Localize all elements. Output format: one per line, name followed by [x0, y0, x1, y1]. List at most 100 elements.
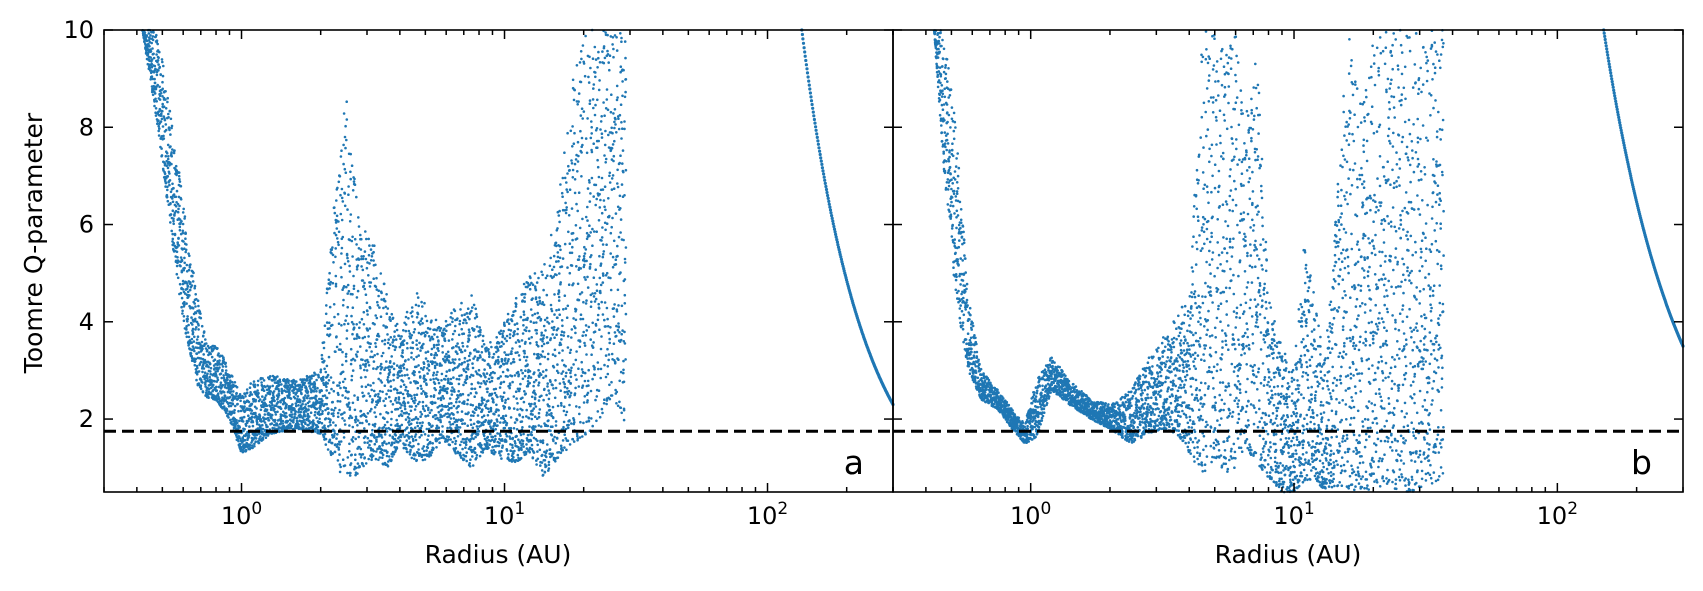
scatter-point: [499, 375, 503, 378]
scatter-point: [522, 282, 526, 286]
scatter-point: [445, 391, 449, 395]
scatter-point: [501, 439, 504, 442]
scatter-point: [470, 294, 473, 297]
scatter-point: [363, 335, 367, 339]
scatter-point: [388, 368, 391, 372]
scatter-point: [305, 374, 309, 378]
scatter-point: [465, 321, 468, 325]
scatter-point: [382, 306, 385, 310]
scatter-point: [387, 373, 391, 377]
scatter-point: [377, 289, 381, 293]
scatter-point: [396, 422, 399, 426]
scatter-point: [413, 393, 416, 397]
scatter-point: [169, 202, 172, 205]
scatter-point: [385, 427, 388, 430]
scatter-point: [525, 443, 528, 446]
scatter-point: [453, 329, 457, 333]
scatter-point: [414, 433, 418, 436]
scatter-point: [596, 146, 599, 149]
scatter-point: [333, 450, 337, 454]
scatter-point: [188, 288, 192, 292]
scatter-point: [188, 294, 191, 297]
scatter-point: [169, 117, 173, 121]
scatter-point: [548, 448, 552, 451]
scatter-point: [270, 432, 274, 435]
scatter-point: [389, 379, 392, 383]
scatter-point: [229, 379, 232, 383]
scatter-point: [591, 321, 594, 325]
scatter-point: [581, 317, 585, 321]
scatter-point: [475, 453, 479, 457]
scatter-point: [410, 456, 414, 460]
scatter-point: [263, 413, 267, 416]
scatter-point: [551, 405, 555, 409]
scatter-point: [319, 405, 322, 409]
scatter-point: [592, 295, 596, 298]
scatter-point: [225, 409, 229, 412]
scatter-point: [464, 319, 467, 322]
scatter-point: [520, 448, 523, 452]
scatter-point: [185, 287, 189, 291]
scatter-point: [268, 375, 272, 378]
scatter-point: [278, 389, 281, 393]
scatter-point: [364, 230, 367, 233]
scatter-point: [270, 413, 274, 417]
scatter-point: [405, 342, 409, 345]
scatter-point: [558, 244, 562, 248]
scatter-point: [458, 451, 462, 455]
scatter-point: [191, 323, 194, 326]
scatter-point: [534, 393, 537, 396]
scatter-point: [278, 430, 281, 434]
scatter-point: [374, 457, 378, 461]
scatter-point: [585, 329, 589, 332]
scatter-point: [519, 315, 523, 319]
scatter-point: [276, 375, 279, 378]
scatter-point: [383, 404, 387, 408]
scatter-point: [603, 185, 607, 188]
scatter-point: [169, 190, 173, 194]
scatter-point: [487, 377, 491, 381]
scatter-point: [369, 248, 373, 251]
scatter-point: [466, 424, 470, 428]
scatter-point: [447, 435, 451, 439]
scatter-point: [375, 403, 379, 407]
scatter-point: [563, 242, 567, 246]
scatter-point: [605, 243, 608, 246]
scatter-point: [601, 255, 605, 259]
scatter-point: [362, 394, 366, 398]
scatter-point: [274, 413, 278, 416]
scatter-point: [512, 407, 516, 410]
scatter-point: [435, 362, 439, 366]
scatter-point: [577, 92, 581, 95]
scatter-point: [452, 376, 455, 379]
scatter-point: [381, 453, 385, 457]
scatter-point: [191, 327, 195, 331]
scatter-point: [329, 376, 333, 379]
scatter-point: [330, 441, 334, 445]
scatter-point: [519, 441, 522, 445]
scatter-point: [319, 368, 323, 372]
scatter-point: [563, 382, 566, 386]
scatter-point: [600, 335, 603, 338]
scatter-point: [392, 373, 396, 377]
scatter-point: [442, 384, 446, 388]
scatter-point: [376, 352, 379, 356]
scatter-point: [395, 418, 399, 422]
scatter-point: [537, 399, 541, 402]
scatter-point: [501, 332, 504, 336]
scatter-point: [561, 370, 565, 373]
scatter-point: [170, 229, 173, 233]
scatter-point: [449, 417, 453, 420]
scatter-point: [346, 208, 349, 211]
scatter-point: [363, 456, 367, 459]
scatter-point: [422, 342, 425, 346]
scatter-point: [345, 314, 349, 318]
scatter-point: [522, 313, 526, 316]
scatter-point: [559, 451, 563, 455]
scatter-point: [570, 159, 573, 162]
scatter-point: [376, 300, 379, 304]
scatter-point: [408, 441, 412, 444]
scatter-point: [565, 181, 568, 184]
scatter-point: [572, 317, 575, 320]
scatter-point: [465, 459, 469, 463]
